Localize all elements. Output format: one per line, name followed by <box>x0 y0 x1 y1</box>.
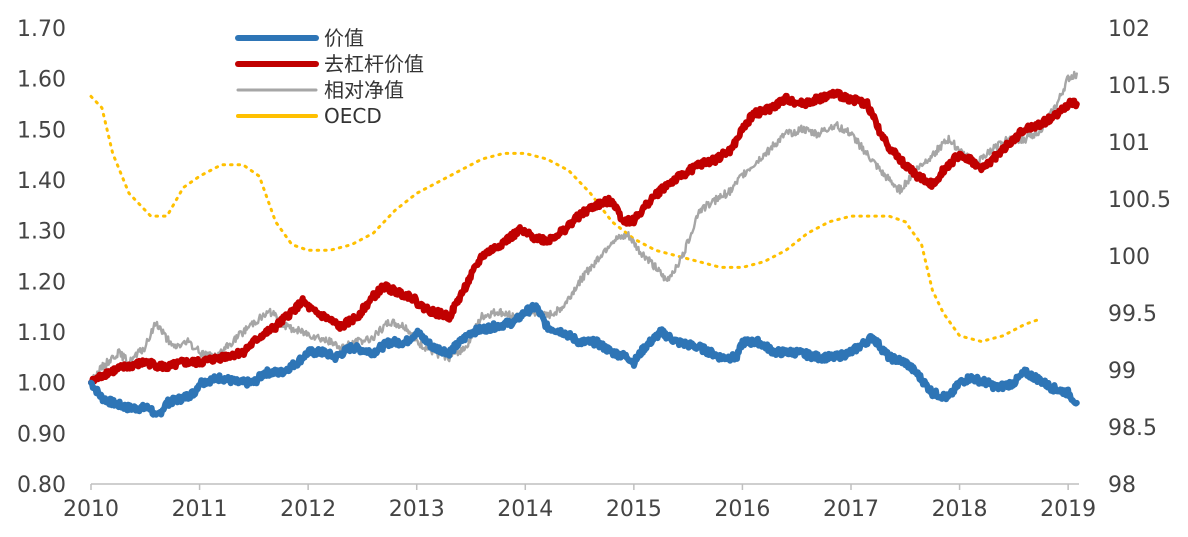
legend-label: OECD <box>324 104 382 128</box>
x-tick-label: 2015 <box>606 497 662 522</box>
x-tick-label: 2012 <box>280 497 336 522</box>
legend-label: 去杠杆价值 <box>324 52 424 76</box>
y-left-tick-label: 1.00 <box>17 372 66 397</box>
y-left-tick-label: 0.90 <box>17 422 66 447</box>
y-left-tick-label: 1.60 <box>17 68 66 93</box>
y-left-tick-label: 1.40 <box>17 169 66 194</box>
y-left-tick-label: 1.70 <box>17 17 66 42</box>
legend-label: 相对净值 <box>324 78 404 102</box>
legend-label: 价值 <box>324 26 364 50</box>
y-right-tick-label: 100 <box>1108 245 1150 270</box>
x-tick-label: 2018 <box>932 497 988 522</box>
y-right-tick-label: 100.5 <box>1108 188 1171 213</box>
y-left-tick-label: 1.50 <box>17 118 66 143</box>
y-right-tick-label: 102 <box>1108 17 1150 42</box>
y-right-tick-label: 99 <box>1108 359 1136 384</box>
x-tick-label: 2019 <box>1040 497 1096 522</box>
x-tick-label: 2010 <box>63 497 119 522</box>
y-right-tick-label: 98 <box>1108 473 1136 498</box>
y-right-tick-label: 98.5 <box>1108 416 1157 441</box>
series-line-3 <box>89 94 1043 343</box>
y-left-tick-label: 1.30 <box>17 220 66 245</box>
x-tick-label: 2014 <box>497 497 553 522</box>
y-left-tick-label: 1.10 <box>17 321 66 346</box>
axes-layer: 2010 2011 2012 2013 2014 2015 2016 2017 2018 2019… <box>17 17 1171 522</box>
y-left-tick-label: 0.80 <box>17 473 66 498</box>
x-tick-label: 2011 <box>172 497 228 522</box>
y-left-tick-label: 1.20 <box>17 270 66 295</box>
series-layer <box>88 70 1080 418</box>
y-right-tick-label: 101 <box>1108 131 1150 156</box>
x-tick-label: 2013 <box>389 497 445 522</box>
y-right-tick-label: 99.5 <box>1108 302 1157 327</box>
series-line-1 <box>88 88 1080 386</box>
y-right-tick-label: 101.5 <box>1108 74 1171 99</box>
x-tick-label: 2016 <box>714 497 770 522</box>
series-line-0 <box>88 301 1080 418</box>
x-tick-label: 2017 <box>823 497 879 522</box>
